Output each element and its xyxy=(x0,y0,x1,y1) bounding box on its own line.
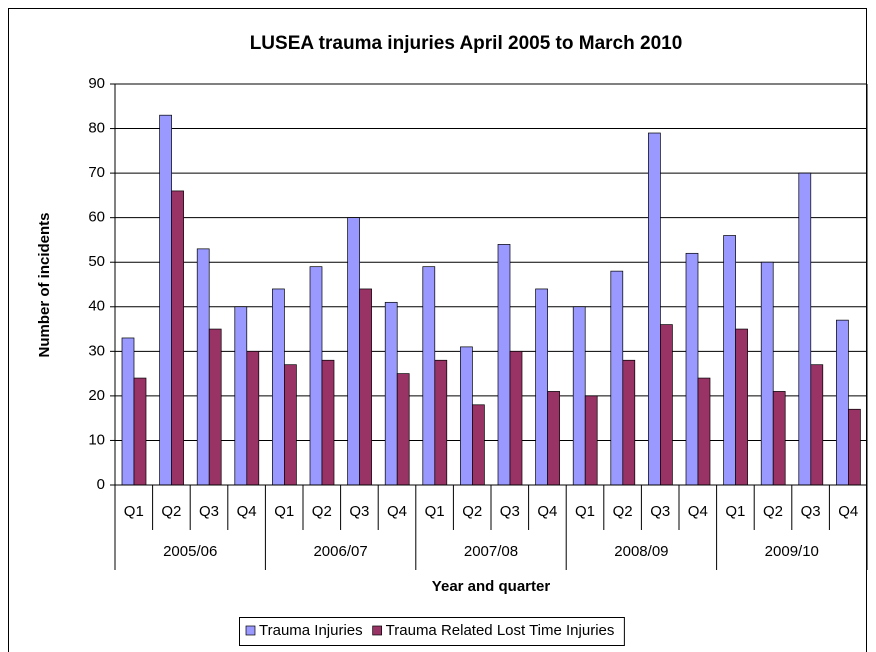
x-tick-label: Q3 xyxy=(801,503,821,520)
bar xyxy=(572,306,586,486)
bar xyxy=(660,324,673,486)
chart-title: LUSEA trauma injuries April 2005 to Marc… xyxy=(250,33,683,54)
legend-swatch xyxy=(245,625,256,636)
bar xyxy=(497,244,511,486)
bar xyxy=(309,266,323,486)
x-tick-label: Q2 xyxy=(462,503,482,520)
x-tick-label: Q4 xyxy=(237,503,257,520)
bar xyxy=(836,319,849,486)
x-tick-label: Q4 xyxy=(537,503,557,520)
bar xyxy=(584,395,598,486)
bar xyxy=(610,270,624,486)
bar xyxy=(622,359,636,486)
legend-label: Trauma Injuries xyxy=(259,622,363,639)
x-tick-label: Q2 xyxy=(161,503,181,520)
x-tick-label: Q1 xyxy=(725,503,745,520)
y-tick-label: 80 xyxy=(88,120,105,137)
x-tick-label: Q4 xyxy=(387,503,407,520)
bar xyxy=(472,404,485,486)
y-tick-label: 90 xyxy=(88,75,105,92)
y-tick-label: 0 xyxy=(97,476,105,493)
bar xyxy=(422,266,436,486)
bar xyxy=(434,359,448,486)
y-axis-title: Number of incidents xyxy=(36,212,53,357)
bar xyxy=(648,132,661,486)
bar xyxy=(509,350,523,486)
x-tick-label: Q3 xyxy=(349,503,369,520)
group-label: 2009/10 xyxy=(765,543,819,560)
x-tick-label: Q2 xyxy=(613,503,633,520)
bar xyxy=(133,377,147,486)
bar xyxy=(272,288,285,486)
group-label: 2008/09 xyxy=(614,543,668,560)
bar xyxy=(347,217,360,486)
x-tick-label: Q3 xyxy=(199,503,219,520)
x-tick-label: Q4 xyxy=(838,503,858,520)
x-tick-label: Q3 xyxy=(650,503,670,520)
bar xyxy=(460,346,473,486)
bar xyxy=(772,391,786,486)
group-label: 2006/07 xyxy=(313,543,367,560)
bar xyxy=(321,359,335,486)
bar xyxy=(810,364,824,486)
bar xyxy=(535,288,548,486)
y-tick-label: 10 xyxy=(88,431,105,448)
bar xyxy=(359,288,372,486)
y-tick-label: 60 xyxy=(88,209,105,226)
y-tick-label: 50 xyxy=(88,253,105,270)
bar xyxy=(547,391,560,486)
x-tick-label: Q1 xyxy=(124,503,144,520)
x-tick-label: Q1 xyxy=(274,503,294,520)
legend-box xyxy=(239,617,625,646)
x-tick-label: Q3 xyxy=(500,503,520,520)
bar xyxy=(196,248,210,486)
bar xyxy=(121,337,135,486)
legend-swatch xyxy=(372,625,383,636)
x-axis-title: Year and quarter xyxy=(432,578,551,595)
bar xyxy=(735,328,748,486)
group-label: 2005/06 xyxy=(163,543,217,560)
group-label: 2007/08 xyxy=(464,543,518,560)
legend-label: Trauma Related Lost Time Injuries xyxy=(386,622,615,639)
y-tick-label: 40 xyxy=(88,298,105,315)
bar xyxy=(246,350,260,486)
bar xyxy=(284,364,297,486)
x-tick-label: Q4 xyxy=(688,503,708,520)
x-tick-label: Q2 xyxy=(763,503,783,520)
bar xyxy=(697,377,711,486)
bar xyxy=(171,190,184,486)
bar xyxy=(208,328,222,486)
y-tick-label: 20 xyxy=(88,387,105,404)
bar xyxy=(234,306,248,486)
y-tick-label: 70 xyxy=(88,164,105,181)
bar xyxy=(685,252,699,486)
bar xyxy=(848,408,861,486)
bar xyxy=(723,235,736,486)
x-tick-label: Q1 xyxy=(425,503,445,520)
bar xyxy=(798,172,812,486)
y-tick-label: 30 xyxy=(88,342,105,359)
bar xyxy=(159,114,172,486)
x-tick-label: Q2 xyxy=(312,503,332,520)
bar xyxy=(760,261,774,486)
bar xyxy=(396,373,410,486)
bar xyxy=(384,301,398,486)
x-tick-label: Q1 xyxy=(575,503,595,520)
